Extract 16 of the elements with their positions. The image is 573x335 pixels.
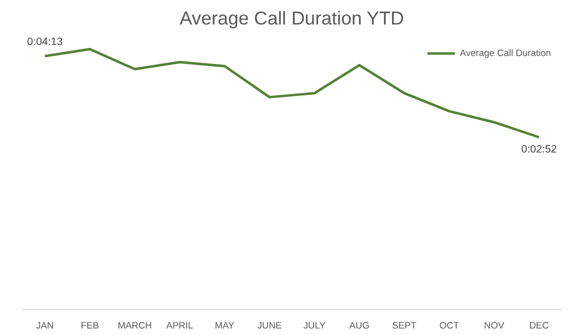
x-tick-label: JULY	[303, 320, 326, 330]
x-tick-label: JAN	[36, 320, 54, 330]
x-tick-label: MAY	[214, 320, 236, 330]
x-tick-label: DEC	[529, 320, 550, 330]
x-tick-label: MARCH	[118, 320, 152, 330]
legend-label: Average Call Duration	[460, 48, 551, 58]
data-label: 0:04:13	[27, 36, 63, 48]
x-tick-label: OCT	[439, 320, 460, 330]
data-label: 0:02:52	[521, 143, 557, 156]
x-tick-label: SEPT	[392, 320, 417, 330]
x-tick-label: JUNE	[257, 320, 282, 330]
x-tick-label: AUG	[349, 320, 370, 330]
x-tick-label: FEB	[80, 320, 99, 330]
x-tick-label: NOV	[484, 320, 506, 330]
x-tick-label: APRIL	[166, 320, 194, 330]
chart-title: Average Call Duration YTD	[180, 8, 404, 28]
